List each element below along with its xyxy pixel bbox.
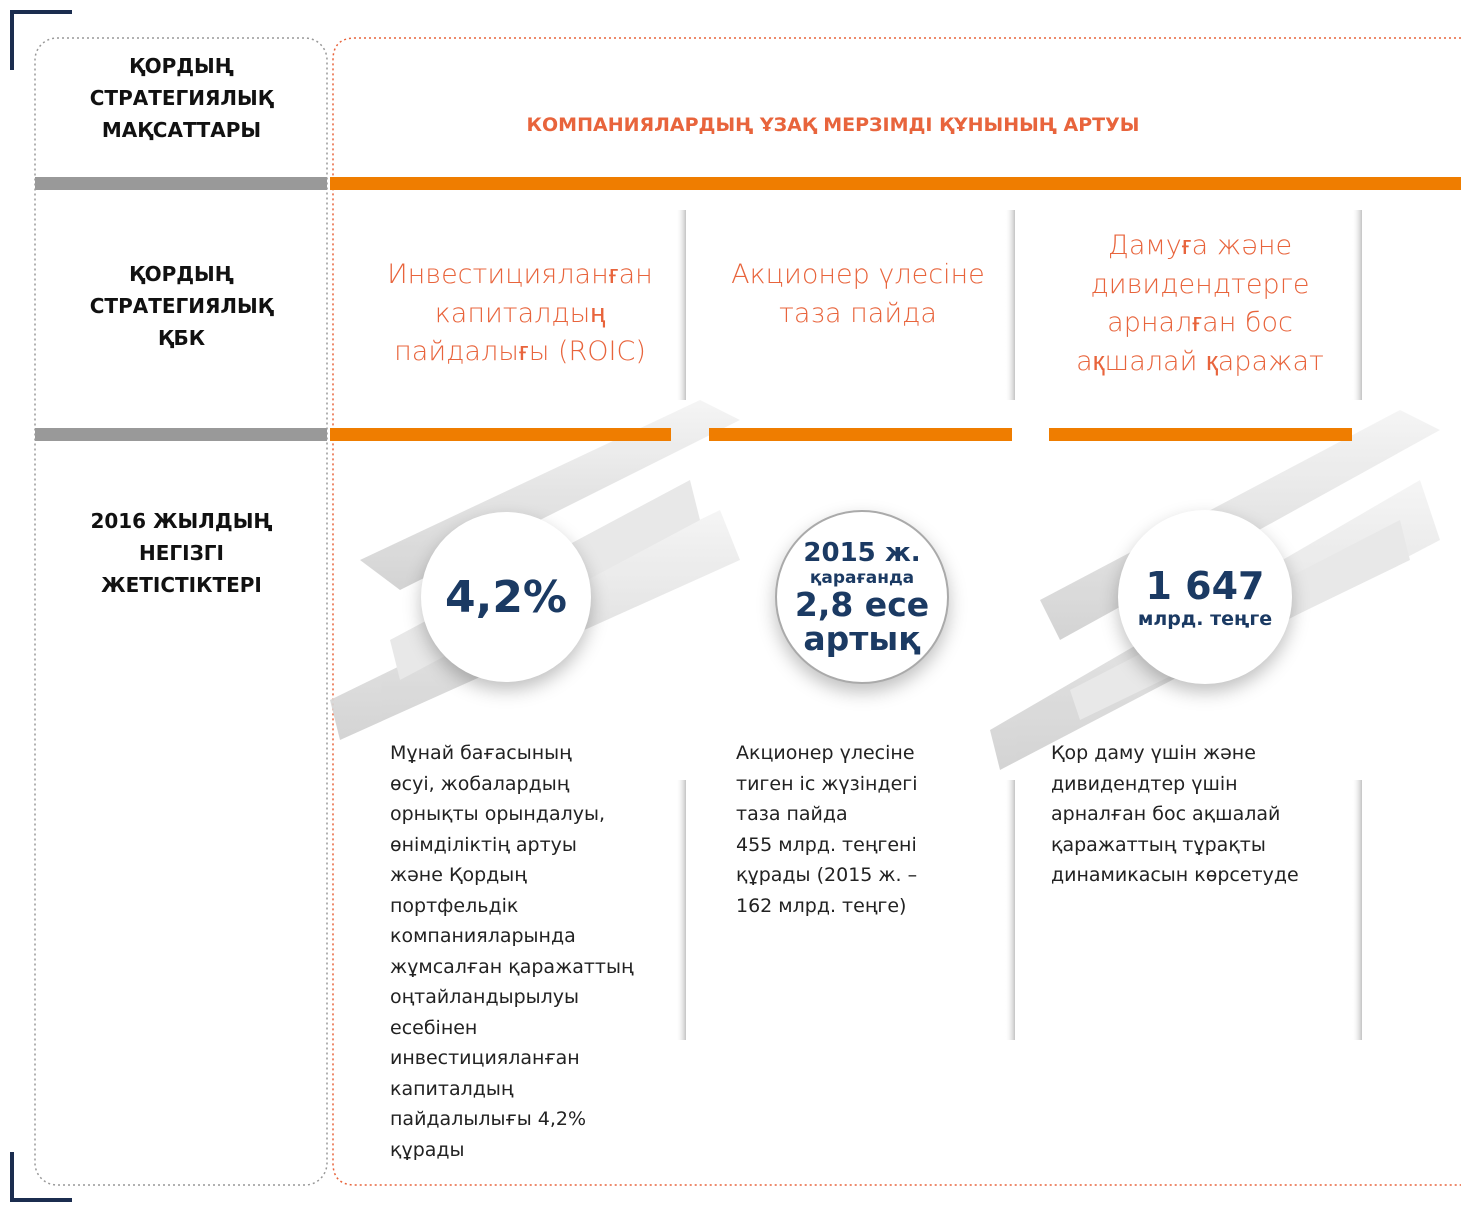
label-line: НЕГІЗГІ bbox=[139, 541, 224, 565]
description-line: құрады bbox=[390, 1138, 465, 1161]
label-line: СТРАТЕГИЯЛЫҚ bbox=[89, 294, 274, 318]
description-line: есебінен bbox=[390, 1016, 478, 1039]
divider bbox=[709, 428, 1012, 441]
badge-line: 1 647 bbox=[1145, 564, 1265, 608]
description-line: таза пайда bbox=[736, 803, 848, 825]
description-line: оңтайландырылуы bbox=[390, 986, 580, 1008]
description-line: динамикасын көрсетуде bbox=[1051, 864, 1299, 886]
kpi-title: Инвестицияланған капиталдың пайдалығы (ROI… bbox=[350, 256, 690, 372]
kpi-line: Дамуға және bbox=[1107, 230, 1293, 261]
description-line: 455 млрд. теңгені bbox=[736, 833, 917, 856]
badge-line: млрд. теңге bbox=[1137, 608, 1273, 630]
description-line: Акционер үлесіне bbox=[736, 742, 915, 764]
goal: КОМПАНИЯЛАРДЫҢ ҰЗАҚ МЕРЗІМДІ ҚҰНЫНЫҢ АРТ… bbox=[526, 114, 1140, 136]
description: Акционер үлесіне тиген іс жүзіндегі таза п… bbox=[736, 738, 918, 921]
kpi-line: ақшалай қаражат bbox=[1076, 345, 1324, 377]
description-line: құрады (2015 ж. – bbox=[736, 864, 918, 886]
description-line: қаражаттың тұрақты bbox=[1051, 833, 1266, 856]
kpi-title: Акционер үлесіне таза пайда bbox=[688, 256, 1028, 333]
label-line: СТРАТЕГИЯЛЫҚ bbox=[89, 86, 274, 110]
description-line: капиталдың bbox=[390, 1077, 514, 1100]
divider bbox=[330, 428, 671, 441]
description-line: пайдалылығы 4,2% bbox=[390, 1108, 587, 1130]
kpi-line: арналған бос bbox=[1107, 307, 1293, 338]
row-label: ҚОРДЫҢ СТРАТЕГИЯЛЫҚ ҚБК bbox=[35, 258, 328, 354]
description-line: өсуі, жобалардың bbox=[390, 772, 570, 795]
row-label: 2016 ЖЫЛДЫҢ НЕГІЗГІ ЖЕТІСТІКТЕРІ bbox=[35, 505, 328, 601]
kpi-line: дивидендтерге bbox=[1090, 268, 1310, 300]
label-line: ҚОРДЫҢ bbox=[129, 54, 234, 78]
description-line: Қор даму үшін және bbox=[1051, 742, 1256, 764]
description-line: тиген іс жүзіндегі bbox=[736, 772, 918, 795]
kpi-line: таза пайда bbox=[779, 297, 937, 329]
label-line: МАҚСАТТАРЫ bbox=[101, 118, 262, 142]
description-line: Мұнай бағасының bbox=[390, 742, 572, 764]
badge-line: қарағанда bbox=[809, 568, 915, 588]
label-line: ҚБК bbox=[157, 326, 206, 350]
label-line: ЖЕТІСТІКТЕРІ bbox=[101, 573, 262, 597]
label-line: 2016 ЖЫЛДЫҢ bbox=[90, 509, 273, 533]
kpi-line: Инвестицияланған bbox=[387, 259, 653, 290]
badge: 4,2% bbox=[421, 512, 591, 682]
description-line: 162 млрд. теңге) bbox=[736, 894, 907, 917]
description-line: өнімділіктің артуы bbox=[390, 833, 577, 856]
description-line: компанияларында bbox=[390, 925, 576, 947]
row-label: ҚОРДЫҢ СТРАТЕГИЯЛЫҚ МАҚСАТТАРЫ bbox=[35, 50, 328, 146]
description-line: арналған бос ақшалай bbox=[1051, 803, 1281, 825]
divider bbox=[35, 428, 327, 441]
description-line: орнықты орындалуы, bbox=[390, 803, 606, 825]
label-line: ҚОРДЫҢ bbox=[129, 262, 234, 286]
badge-line: 2015 ж. bbox=[803, 538, 921, 568]
kpi-line: Акционер үлесіне bbox=[731, 259, 985, 290]
badge: 1 647 млрд. теңге bbox=[1118, 510, 1292, 684]
divider bbox=[1049, 428, 1352, 441]
badge-line: артық bbox=[803, 619, 921, 658]
description: Мұнай бағасының өсуі, жобалардың орнықты о… bbox=[390, 738, 634, 1165]
badge-line: 4,2% bbox=[444, 571, 568, 623]
description-line: жұмсалған қаражаттың bbox=[390, 955, 634, 978]
description-line: және Қордың bbox=[390, 864, 527, 886]
badge: 2015 ж. қарағанда 2,8 есе артық bbox=[775, 510, 949, 684]
divider bbox=[330, 177, 1461, 190]
divider bbox=[35, 177, 327, 190]
kpi-line: капиталдың bbox=[434, 297, 606, 329]
description-line: инвестицияланған bbox=[390, 1047, 580, 1069]
kpi-title: Дамуға және дивидендтерге арналған бос ақша… bbox=[1030, 227, 1370, 381]
description: Қор даму үшін және дивидендтер үшін арналғ… bbox=[1051, 738, 1299, 891]
description-line: дивидендтер үшін bbox=[1051, 772, 1238, 795]
description-line: портфельдік bbox=[390, 894, 519, 917]
badge-line: 2,8 есе bbox=[794, 585, 930, 624]
kpi-line: пайдалығы (ROIC) bbox=[394, 336, 646, 367]
